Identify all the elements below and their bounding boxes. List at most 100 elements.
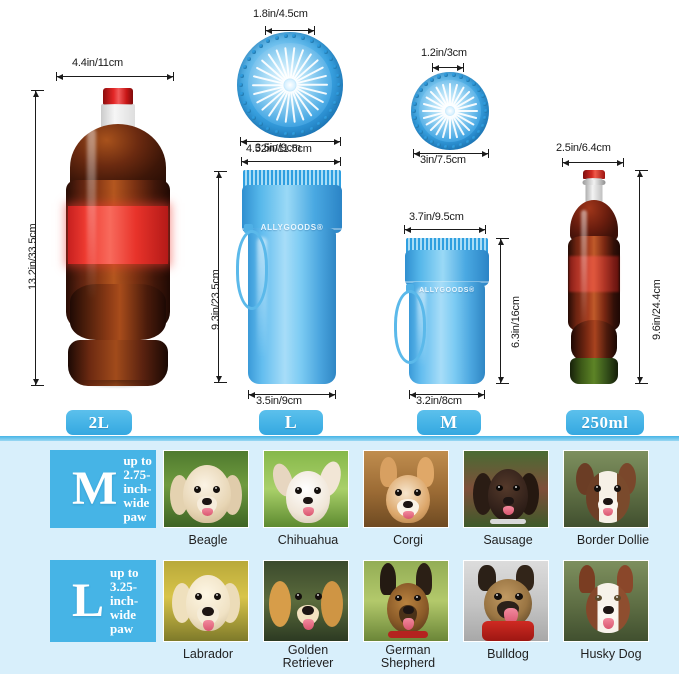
size-tag-m-note: up to 2.75-inch- wide paw — [123, 453, 152, 524]
dog-tongue — [403, 511, 414, 519]
dog-ear-left — [380, 563, 396, 595]
dog-eye-right — [314, 487, 321, 494]
glass-bottle-ring — [582, 180, 606, 185]
dog-name-border-dollie: Border Dollie — [576, 533, 650, 547]
dog-nose — [202, 607, 214, 616]
cup-medium-strap — [394, 290, 426, 364]
badge-m: M — [417, 410, 481, 435]
cup-large-height-label: 9.3in/23.5cm — [210, 269, 222, 330]
dog-photo-beagle — [163, 450, 249, 528]
dog-cell-labrador: Labrador — [163, 560, 253, 670]
glass-bottle-shoulder — [570, 200, 618, 242]
dog-eye-left — [595, 595, 602, 601]
cup-medium-top-width-rule — [404, 225, 486, 234]
disc-large-outer-label: 3.5in/9cm — [255, 142, 301, 154]
dog-nose — [503, 497, 514, 505]
disc-medium-outer-label: 3in/7.5cm — [420, 154, 466, 166]
cup-large-strap — [236, 230, 268, 310]
disc-medium-outer-rule — [413, 149, 489, 158]
panel-top-band — [0, 436, 679, 441]
dog-photo-border-dollie — [563, 450, 649, 528]
dog-name-german-shepherd: German Shepherd — [380, 643, 436, 670]
dog-tongue — [503, 506, 514, 515]
dog-eye-right — [513, 485, 520, 491]
dog-photo-corgi — [363, 450, 449, 528]
dog-cell-bulldog: Bulldog — [463, 560, 553, 670]
dog-eye-right — [315, 593, 322, 600]
glass-height-rule — [635, 170, 648, 384]
dog-name-sausage: Sausage — [483, 533, 533, 547]
dog-collar — [388, 631, 428, 638]
dog-tongue — [303, 619, 314, 630]
dog-photo-golden-retriever — [263, 560, 349, 642]
dog-name-golden-retriever: Golden Retriever — [282, 643, 334, 670]
dog-eye-left — [594, 485, 601, 492]
bottle-cap — [103, 88, 133, 105]
dog-tongue — [504, 608, 518, 624]
dog-name-labrador: Labrador — [182, 647, 234, 661]
dog-name-beagle: Beagle — [188, 533, 228, 547]
glass-width-rule — [562, 158, 624, 167]
dog-nose — [603, 498, 613, 505]
dog-photo-german-shepherd — [363, 560, 449, 642]
dog-row-m: M up to 2.75-inch- wide paw Beagle — [0, 450, 679, 554]
dog-eye-left — [395, 595, 402, 601]
cup-large-bottom-width-rule — [248, 390, 336, 399]
disc-medium-inner-label: 1.2in/3cm — [421, 47, 467, 59]
dog-ear-right — [617, 565, 633, 593]
dog-eye-left — [195, 593, 202, 600]
disc-medium-spokes — [411, 72, 489, 150]
bottle-shoulder — [70, 124, 166, 188]
dog-cell-husky: Husky Dog — [563, 560, 659, 670]
dog-ear-left — [579, 565, 595, 593]
dog-nose — [303, 497, 313, 504]
dog-eye-left — [494, 593, 502, 600]
cup-large: ALLYGOODS® — [236, 170, 344, 384]
dog-nose — [403, 501, 413, 508]
cup-large-strap-knot — [244, 224, 253, 233]
glass-bottle-band — [569, 256, 619, 292]
dog-eye-left — [496, 485, 503, 491]
glass-height-label: 9.6in/24.4cm — [651, 279, 663, 340]
size-tag-l-letter: L — [72, 574, 105, 627]
dog-eye-right — [214, 593, 221, 600]
bottle-waist — [70, 284, 166, 340]
cup-large-height-rule — [214, 171, 227, 383]
cup-medium-bristles — [406, 238, 488, 253]
dog-tongue — [303, 507, 314, 516]
disc-large-spokes — [237, 32, 343, 138]
dog-eye-right — [414, 489, 421, 496]
disc-large-inner-label: 1.8in/4.5cm — [253, 8, 308, 20]
glass-bottle-cap — [583, 170, 605, 179]
cup-large-collar — [242, 185, 342, 233]
dog-cell-corgi: Corgi — [363, 450, 453, 554]
badge-2l: 2L — [66, 410, 132, 435]
cup-large-top-width-label: 4.52in/11.5cm — [246, 143, 312, 155]
dog-ear-left — [269, 581, 291, 627]
glass-bottle-highlight — [580, 210, 587, 328]
glass-bottle-waist — [571, 320, 617, 364]
dog-photo-labrador — [163, 560, 249, 642]
dog-eye-right — [515, 593, 523, 600]
cup-large-bristles — [243, 170, 341, 188]
cup-large-bottom-width-label: 3.5in/9cm — [256, 395, 302, 407]
dog-cell-sausage: Sausage — [463, 450, 553, 554]
dog-collar — [490, 519, 526, 524]
dog-tongue — [603, 508, 613, 516]
dog-eye-left — [194, 486, 201, 493]
pet-height-rule — [31, 90, 44, 386]
cup-medium-collar — [405, 250, 489, 286]
badge-l: L — [259, 410, 323, 435]
dog-photo-chihuahua — [263, 450, 349, 528]
pet-bottle-2l — [63, 88, 173, 389]
dog-name-husky: Husky Dog — [580, 647, 642, 661]
size-tag-l: L up to 3.25-inch- wide paw — [50, 560, 156, 642]
dog-tongue — [603, 618, 614, 629]
dog-tongue — [403, 618, 414, 630]
pet-width-rule — [56, 72, 174, 81]
dog-cell-chihuahua: Chihuahua — [263, 450, 353, 554]
disc-large-inner-rule — [265, 26, 315, 35]
disc-medium-bead-ring — [411, 72, 489, 150]
dog-ear-left — [380, 457, 397, 487]
